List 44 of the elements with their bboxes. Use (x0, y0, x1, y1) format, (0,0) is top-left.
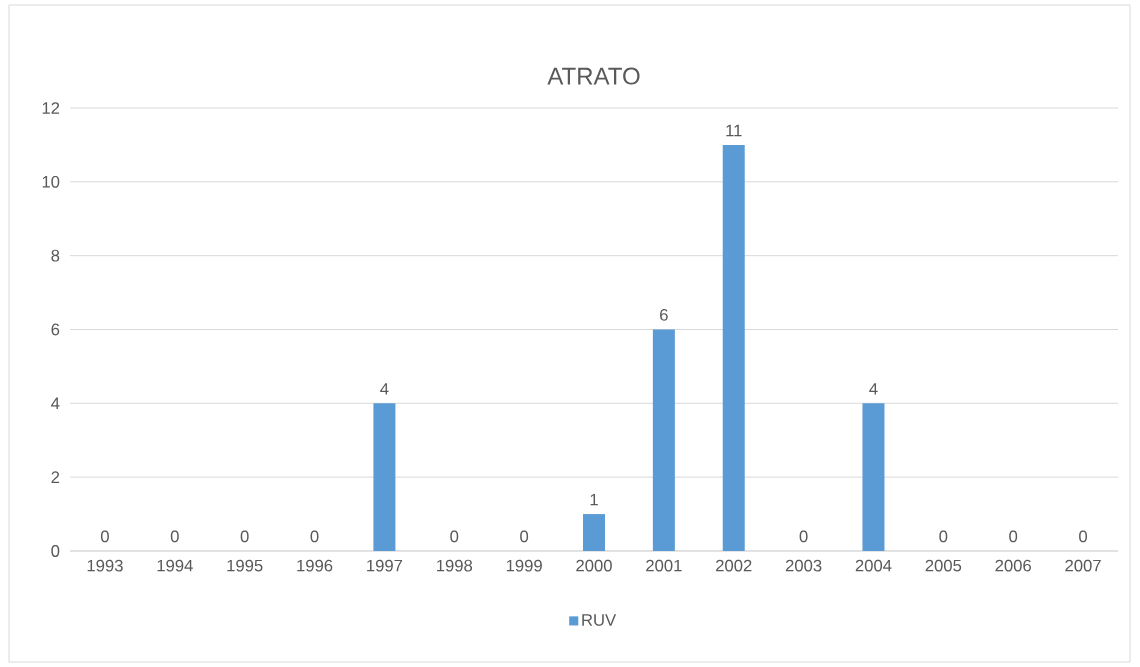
y-tick-label: 8 (51, 249, 60, 262)
legend-label: RUV (582, 614, 617, 626)
y-tick-label: 12 (42, 102, 60, 114)
x-tick-label: 2000 (576, 559, 612, 572)
y-tick-label: 0 (51, 545, 60, 557)
data-label: 0 (100, 530, 109, 543)
x-tick-label: 1993 (87, 559, 123, 572)
data-label: 0 (310, 530, 319, 543)
data-label: 0 (520, 530, 529, 543)
data-label: 0 (450, 530, 459, 543)
data-label: 11 (726, 124, 742, 137)
x-tick-label: 1998 (437, 559, 473, 572)
bar (652, 329, 675, 551)
x-tick-label: 1995 (227, 559, 263, 572)
x-tick-label: 2002 (716, 559, 752, 572)
bar (862, 403, 885, 551)
data-label: 0 (1009, 530, 1018, 543)
y-tick-label: 6 (51, 323, 60, 336)
x-tick-label: 2001 (646, 559, 682, 572)
x-tick-label: 1999 (506, 559, 542, 572)
data-label: 0 (1079, 530, 1088, 543)
y-tick-label: 2 (51, 471, 60, 483)
x-tick-label: 2003 (785, 559, 822, 572)
data-label: 0 (939, 530, 948, 543)
x-tick-label: 1997 (367, 559, 403, 572)
data-label: 0 (799, 530, 808, 543)
bar (373, 403, 396, 551)
chart-title: ATRATO (547, 67, 640, 85)
data-label: 1 (590, 493, 598, 506)
x-tick-label: 2004 (855, 559, 892, 572)
bar (722, 144, 745, 551)
y-tick-label: 4 (51, 397, 60, 410)
y-tick-label: 10 (42, 175, 60, 188)
x-tick-label: 1994 (157, 559, 193, 572)
data-label: 0 (240, 530, 249, 543)
x-tick-label: 2007 (1065, 559, 1101, 572)
x-tick-label: 1996 (297, 559, 333, 572)
data-label: 6 (660, 308, 668, 321)
bar (583, 514, 605, 551)
data-label: 4 (869, 383, 878, 395)
x-tick-label: 2006 (995, 559, 1031, 572)
x-tick-label: 2005 (925, 559, 962, 572)
data-label: 0 (170, 530, 179, 543)
data-label: 4 (380, 383, 389, 395)
